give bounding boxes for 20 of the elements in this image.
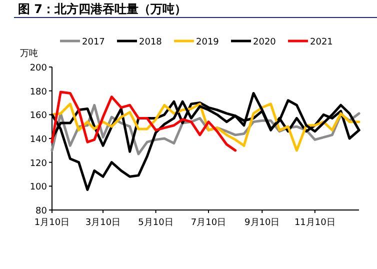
x-tick-label: 5月10日 [138,218,174,228]
y-tick-label: 160 [30,111,48,122]
x-tick-label: 9月10日 [244,218,280,228]
x-tick-label: 3月10日 [85,218,121,228]
y-tick-label: 140 [30,135,48,145]
y-tick-label: 180 [30,87,48,98]
y-tick-label: 80 [36,206,48,216]
legend-label: 2021 [310,38,333,48]
x-tick-label: 1月10日 [34,218,70,228]
y-tick-label: 100 [30,182,48,193]
x-tick-label: 7月10日 [190,218,226,228]
y-axis-title: 万吨 [20,48,38,59]
chart-title: 图 7：北方四港吞吐量（万吨） [18,2,187,16]
y-tick-label: 120 [30,158,48,169]
legend-label: 2019 [196,38,220,48]
y-tick-label: 200 [30,64,48,74]
legend-label: 2020 [253,38,276,48]
legend-label: 2018 [139,38,162,48]
legend-label: 2017 [82,38,105,48]
x-tick-label: 11月10日 [294,218,336,228]
